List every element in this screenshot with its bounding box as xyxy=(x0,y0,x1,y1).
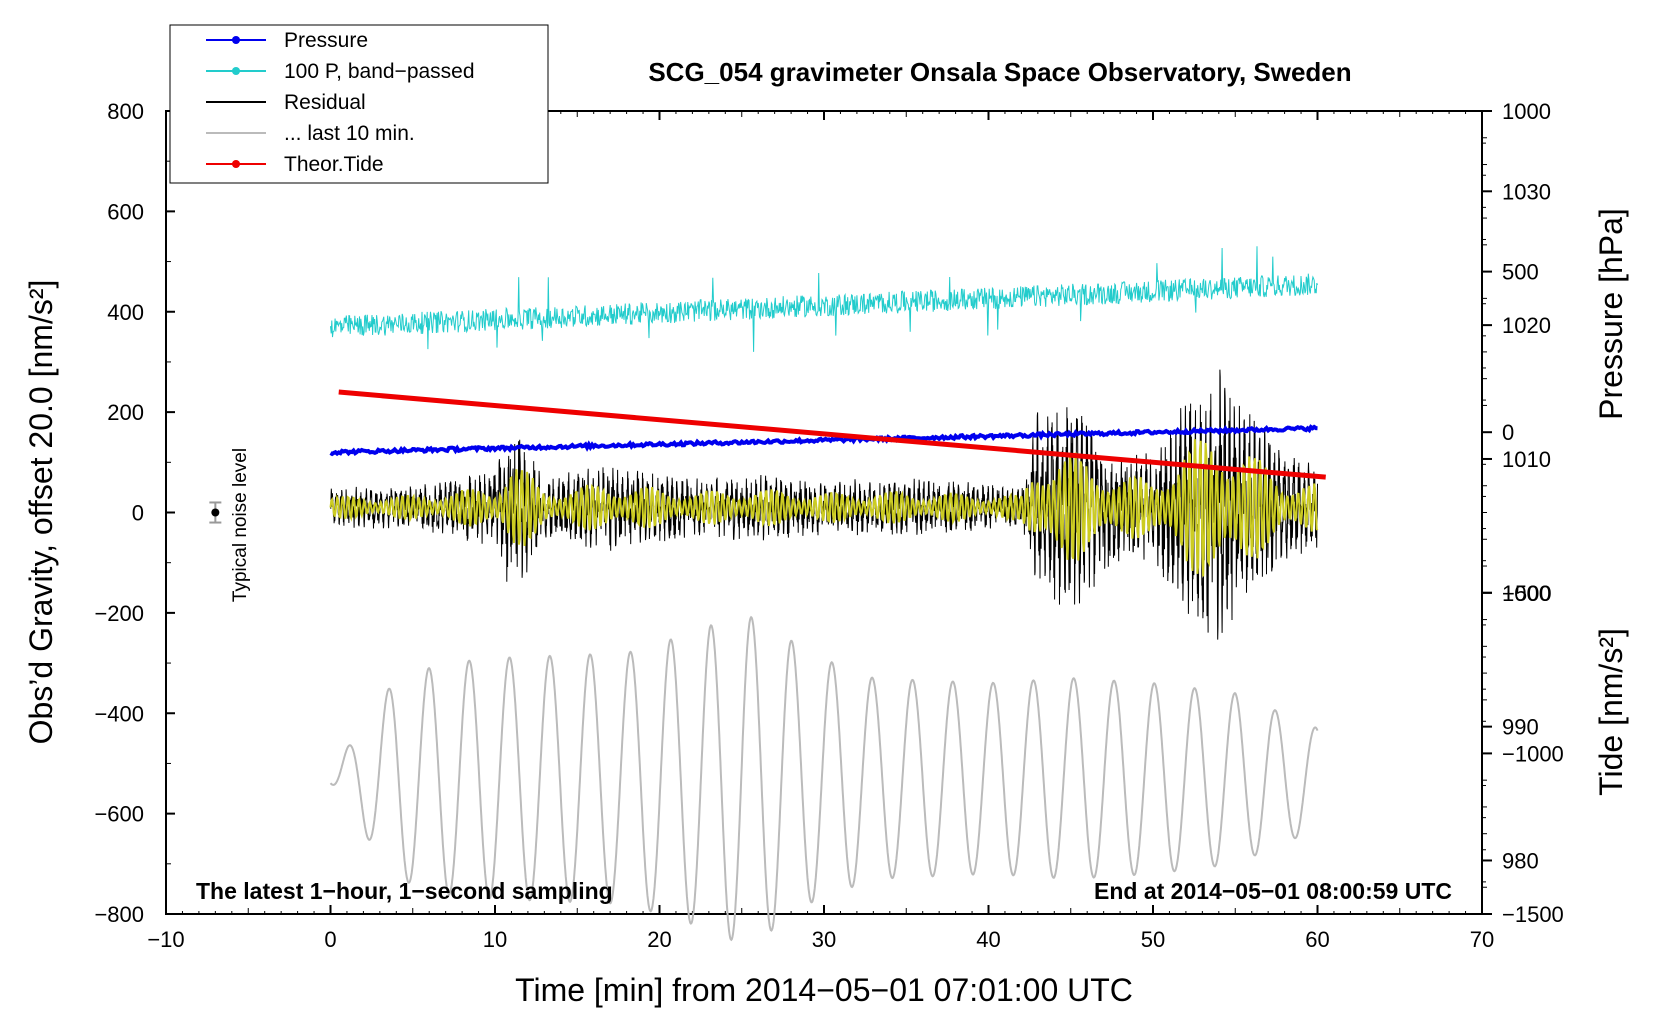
y-tide-axis-title: Tide [nm/s²] xyxy=(1593,628,1629,796)
x-tick-label: 50 xyxy=(1141,927,1165,952)
chart-title: SCG_054 gravimeter Onsala Space Observat… xyxy=(648,57,1351,87)
y-pressure-axis-title: Pressure [hPa] xyxy=(1593,208,1629,420)
noise-level-marker xyxy=(209,501,222,524)
legend-marker xyxy=(232,67,240,75)
y-left-tick-label: 800 xyxy=(107,99,144,124)
y-tide-tick-label: 1000 xyxy=(1502,99,1551,124)
y-pressure-tick-label: 1010 xyxy=(1502,447,1551,472)
x-tick-label: 0 xyxy=(324,927,336,952)
legend-marker xyxy=(232,160,240,168)
x-tick-label: −10 xyxy=(147,927,184,952)
y-tide-tick-label: −1000 xyxy=(1502,741,1564,766)
end-time-note: End at 2014−05−01 08:00:59 UTC xyxy=(1094,878,1452,904)
series-last-10-min xyxy=(329,615,1319,942)
legend-marker xyxy=(232,36,240,44)
series-smoothed-residual xyxy=(329,439,1319,577)
y-tide-tick-label: 500 xyxy=(1502,260,1539,285)
y-tide-tick-label: 0 xyxy=(1502,420,1514,445)
x-tick-label: 30 xyxy=(812,927,836,952)
legend-label: ... last 10 min. xyxy=(284,122,415,145)
legend-label: Theor.Tide xyxy=(284,153,384,176)
legend-label: Residual xyxy=(284,91,366,114)
series-layer xyxy=(329,246,1326,942)
legend-label: 100 P, band−passed xyxy=(284,60,475,83)
y-right-axis-ticks: 1030 1020 1010 1000 990 980 1000 500 0 −500 −1000 −… xyxy=(1482,99,1564,927)
x-axis-ticks: −10 0 10 20 30 40 50 60 70 xyxy=(147,111,1494,952)
y-pressure-tick-label: 1000 xyxy=(1502,581,1551,606)
noise-point xyxy=(211,508,220,517)
y-tide-tick-label: −1500 xyxy=(1502,902,1564,927)
y-left-tick-label: 200 xyxy=(107,400,144,425)
y-left-tick-label: 600 xyxy=(107,199,144,224)
noise-level-label: Typical noise level xyxy=(230,448,251,602)
sampling-note: The latest 1−hour, 1−second sampling xyxy=(196,878,613,904)
legend-box xyxy=(169,24,549,184)
y-pressure-tick-label: 1020 xyxy=(1502,313,1551,338)
y-left-axis-title: Obs’d Gravity, offset 20.0 [nm/s²] xyxy=(23,280,59,745)
y-left-tick-label: 0 xyxy=(132,501,144,526)
x-axis-title: Time [min] from 2014−05−01 07:01:00 UTC xyxy=(515,972,1133,1008)
x-tick-label: 70 xyxy=(1470,927,1494,952)
series-pressure xyxy=(329,424,1318,457)
series-bandpassed-pressure xyxy=(330,246,1318,352)
y-left-tick-label: −200 xyxy=(94,601,144,626)
y-pressure-tick-label: 990 xyxy=(1502,715,1539,740)
legend-label: Pressure xyxy=(284,29,368,52)
x-tick-label: 10 xyxy=(483,927,507,952)
y-left-tick-label: −400 xyxy=(94,701,144,726)
y-left-axis-ticks: 800 600 400 200 0 −200 −400 −600 −800 xyxy=(94,99,175,927)
y-left-tick-label: −800 xyxy=(94,902,144,927)
y-pressure-tick-label: 1030 xyxy=(1502,179,1551,204)
legend: Pressure 100 P, band−passed Residual ... la… xyxy=(169,24,549,184)
series-theoretical-tide xyxy=(338,389,1326,480)
y-tide-tick-label: −500 xyxy=(1502,581,1552,606)
x-tick-label: 20 xyxy=(647,927,671,952)
y-left-tick-label: −600 xyxy=(94,802,144,827)
x-tick-label: 40 xyxy=(976,927,1000,952)
x-tick-label: 60 xyxy=(1305,927,1329,952)
y-left-tick-label: 400 xyxy=(107,300,144,325)
y-pressure-tick-label: 980 xyxy=(1502,848,1539,873)
